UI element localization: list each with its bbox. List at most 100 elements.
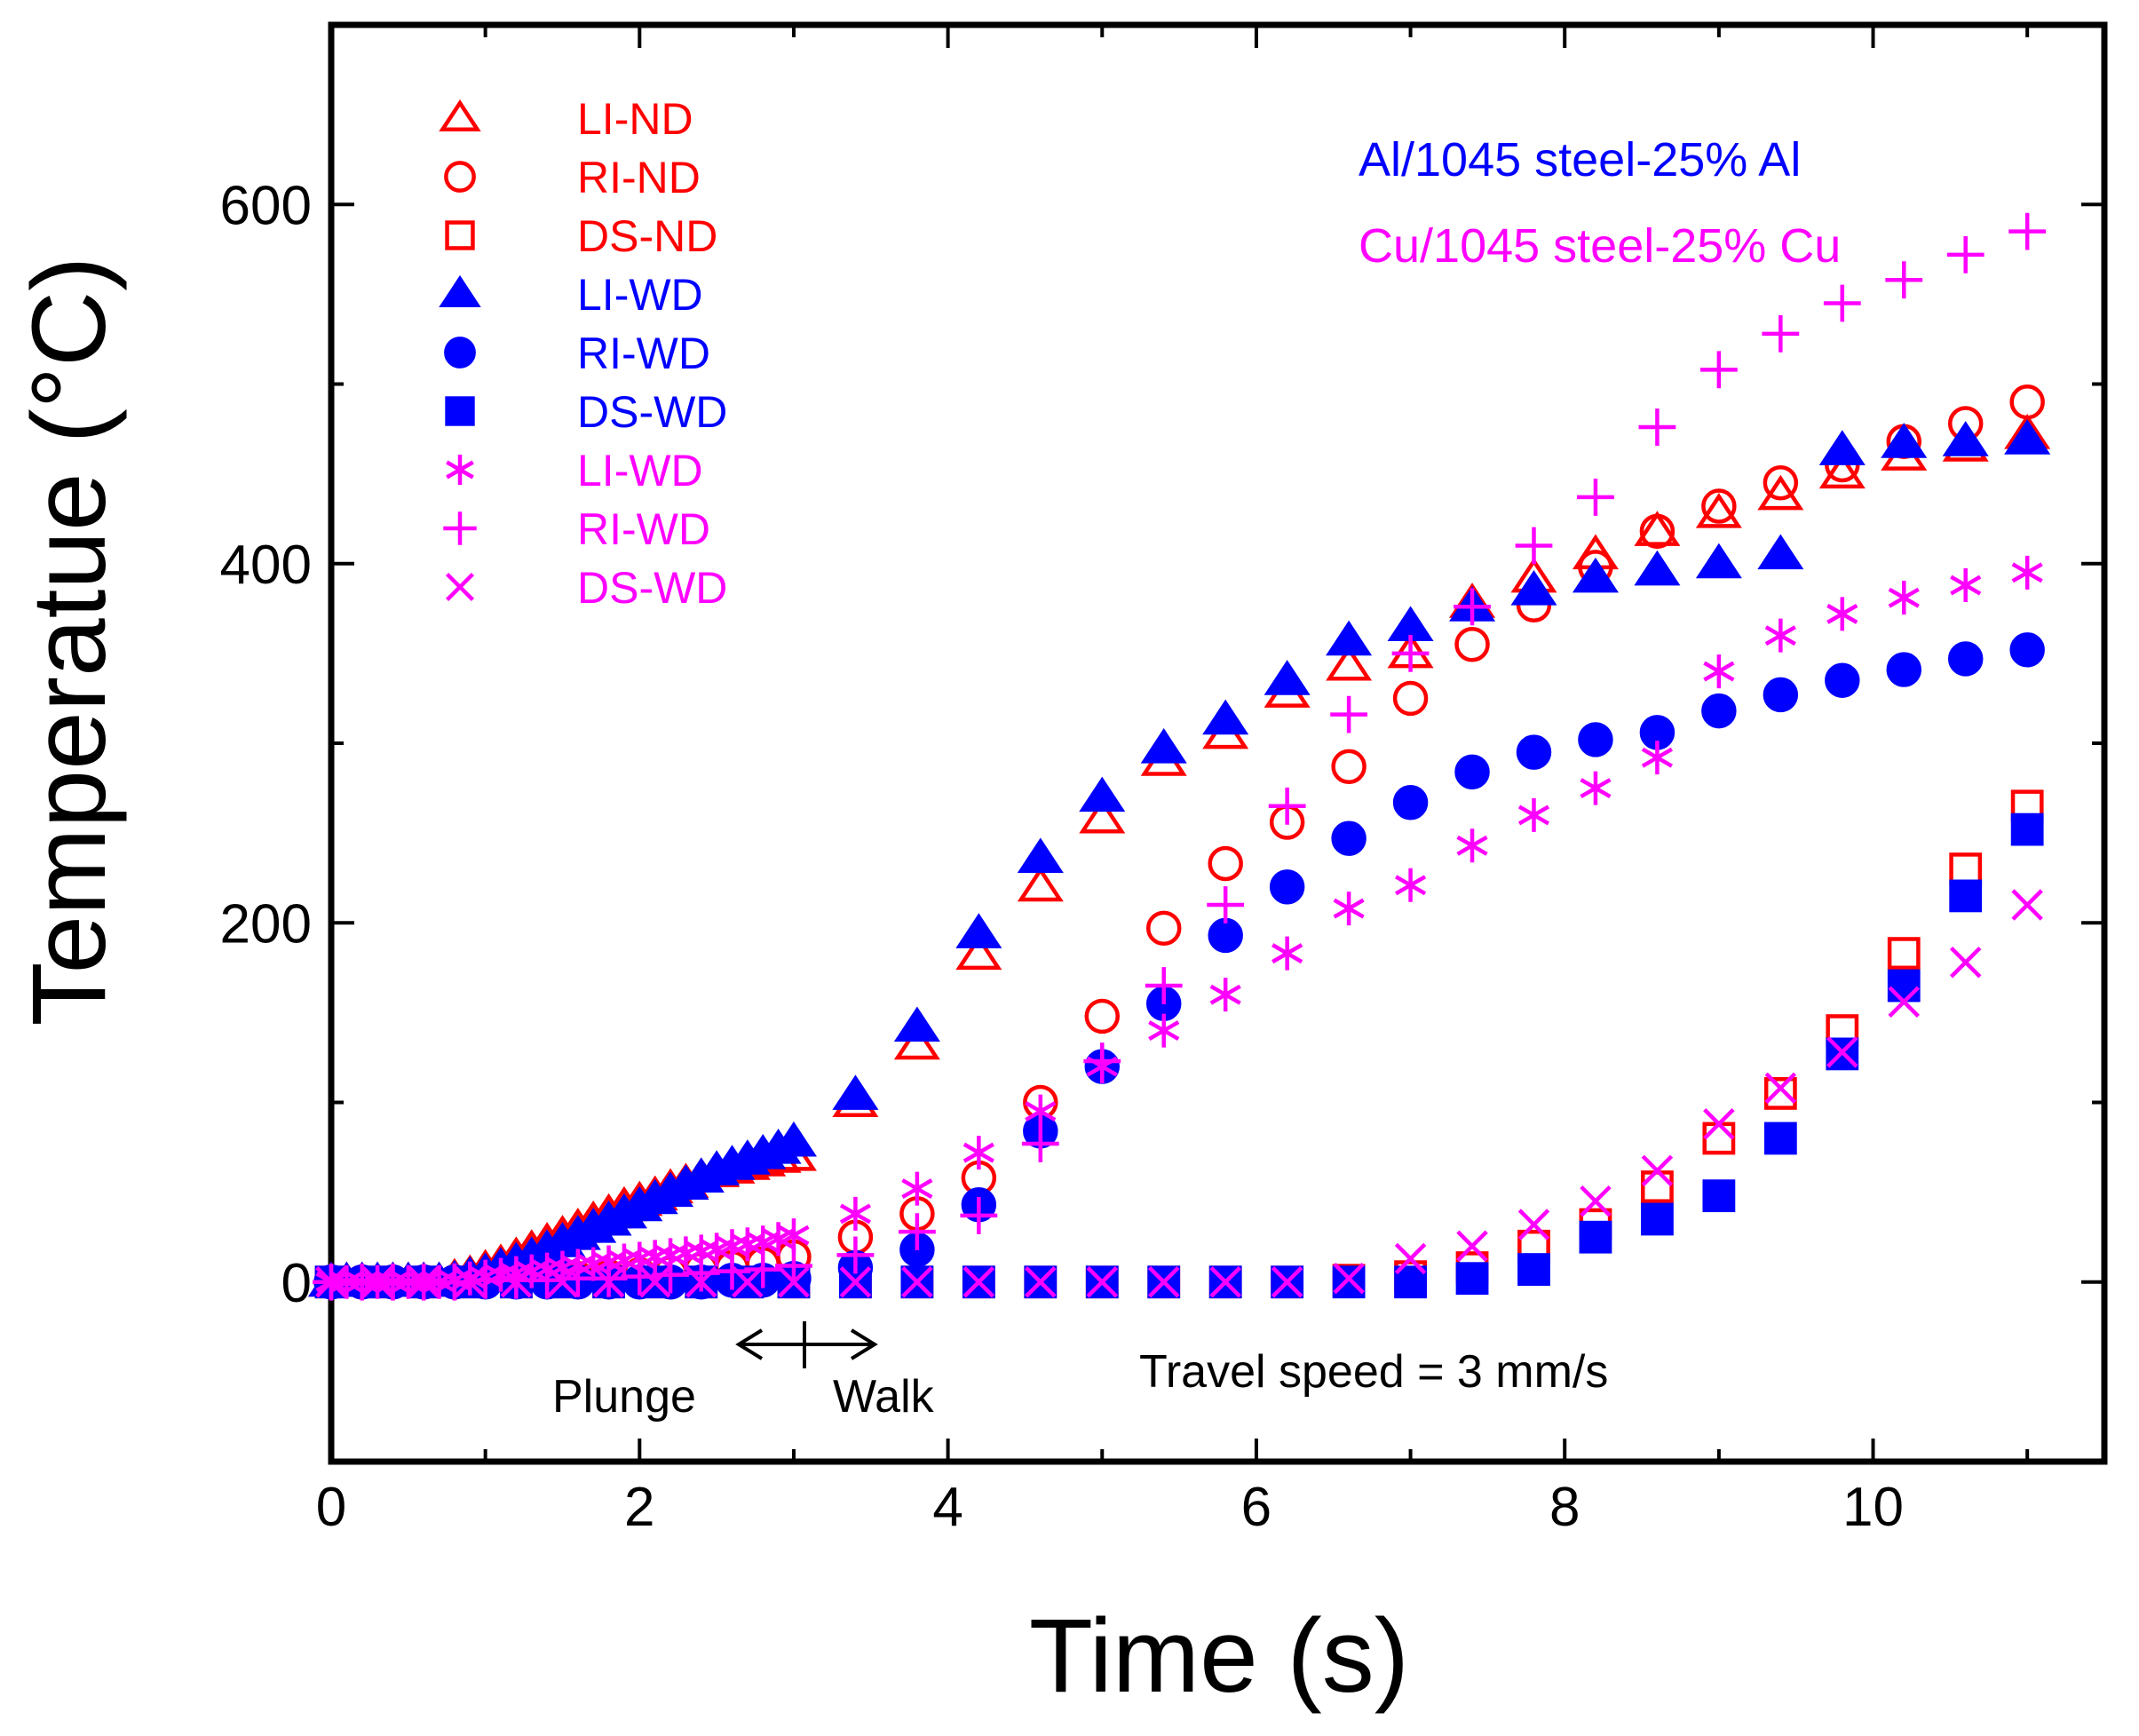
legend-item: DS-WD: [445, 387, 727, 437]
data-point: [1639, 513, 1676, 550]
series-li-wd-triangle-filled: [307, 419, 2051, 1297]
data-point: [1517, 1253, 1550, 1286]
legend-label: LI-ND: [577, 94, 693, 144]
data-point: [1086, 1266, 1119, 1298]
legend-item: DS-WD: [445, 563, 727, 613]
data-point: [638, 1266, 671, 1298]
data-point: [1394, 868, 1427, 902]
data-point: [1021, 1125, 1059, 1162]
data-point: [1634, 550, 1681, 586]
data-point: [1885, 261, 1923, 299]
data-point: [832, 1074, 879, 1110]
legend: LI-ND RI-ND DS-ND LI-WD RI-WD DS-WD LI-WD RI-WD…: [439, 94, 727, 613]
data-point: [1634, 511, 1681, 546]
data-point: [1764, 618, 1796, 653]
data-point: [1887, 937, 1921, 971]
data-point: [1949, 879, 1983, 913]
data-point: [901, 1266, 933, 1298]
data-point: [2009, 384, 2045, 420]
tick-labels: 0 2 4 6 8 10 0 200 400 600: [220, 175, 1904, 1538]
data-point: [1454, 754, 1490, 790]
series-ri-wd-circle-filled: [313, 632, 2045, 1300]
data-point: [1271, 1266, 1303, 1298]
data-point: [1763, 677, 1799, 713]
data-point: [1825, 662, 1860, 698]
data-point: [361, 1266, 393, 1298]
data-point: [1826, 1036, 1858, 1068]
data-point: [1331, 749, 1367, 785]
data-point: [1572, 557, 1619, 593]
data-point: [1510, 569, 1557, 606]
data-point: [1017, 866, 1064, 902]
data-point: [1577, 479, 1614, 516]
data-point: [1272, 936, 1303, 971]
y-tick-label: 400: [220, 535, 312, 596]
data-point: [1145, 967, 1183, 1004]
data-point: [1264, 660, 1311, 695]
legend-label: DS-WD: [577, 387, 727, 437]
legend-label: LI-WD: [577, 270, 703, 320]
data-point: [1641, 1170, 1674, 1203]
data-point: [1949, 852, 1983, 885]
travel-speed-label: Travel speed = 3 mm/s: [1139, 1346, 1608, 1398]
data-point: [1702, 1179, 1736, 1213]
plunge-walk-marker: [735, 1321, 878, 1368]
data-point: [1394, 1265, 1427, 1299]
data-point: [1888, 581, 1920, 615]
data-point: [1025, 1094, 1057, 1129]
data-point: [1757, 534, 1804, 570]
legend-label: RI-ND: [577, 153, 701, 202]
axis-ticks: [329, 23, 2104, 1463]
data-point: [1702, 1122, 1736, 1155]
data-point: [898, 1213, 936, 1251]
data-point: [1392, 785, 1429, 820]
data-point: [1454, 627, 1490, 662]
legend-label: RI-WD: [577, 504, 710, 554]
data-point: [1454, 588, 1491, 626]
data-points: [307, 212, 2051, 1301]
x-tick-label: 2: [624, 1477, 654, 1538]
data-point: [1147, 1266, 1180, 1298]
data-point: [1703, 654, 1735, 689]
data-point: [1823, 284, 1861, 322]
data-point: [1699, 351, 1738, 389]
plunge-arrow-head: [735, 1328, 764, 1360]
series-ri-nd-circle-open: [313, 384, 2045, 1300]
x-tick-label: 4: [932, 1477, 963, 1538]
data-point: [1947, 641, 1984, 677]
data-point: [839, 1266, 872, 1298]
data-point: [1578, 722, 1613, 757]
data-point: [1701, 488, 1737, 524]
series-li-wd-asterisk: [315, 555, 2043, 1299]
data-point: [1148, 1013, 1180, 1048]
data-point: [1949, 946, 1982, 979]
data-point: [1818, 453, 1866, 489]
data-point: [1888, 986, 1920, 1018]
data-point: [1017, 837, 1064, 873]
legend-marker: [444, 337, 476, 369]
data-point: [1886, 652, 1921, 687]
data-point: [1763, 465, 1799, 501]
data-point: [1517, 797, 1550, 832]
y-tick-label: 600: [220, 175, 312, 236]
data-point: [2004, 419, 2051, 455]
data-point: [1818, 430, 1866, 465]
data-point: [685, 1266, 717, 1298]
data-point: [960, 1197, 998, 1234]
legend-item: RI-WD: [443, 504, 710, 554]
data-point: [1025, 1266, 1057, 1298]
data-point: [1641, 741, 1673, 775]
data-point: [1703, 1108, 1735, 1140]
data-point: [1326, 620, 1373, 656]
data-point: [1209, 1266, 1241, 1298]
legend-label: LI-WD: [577, 446, 703, 495]
legend-marker: [446, 455, 474, 485]
legend-marker: [443, 511, 477, 545]
legend-item: RI-ND: [444, 153, 701, 202]
data-point: [1695, 493, 1742, 528]
legend-marker: [444, 161, 476, 193]
data-point: [893, 1024, 940, 1060]
data-point: [1580, 1185, 1612, 1217]
data-point: [1202, 699, 1249, 735]
data-point: [1455, 1262, 1489, 1296]
